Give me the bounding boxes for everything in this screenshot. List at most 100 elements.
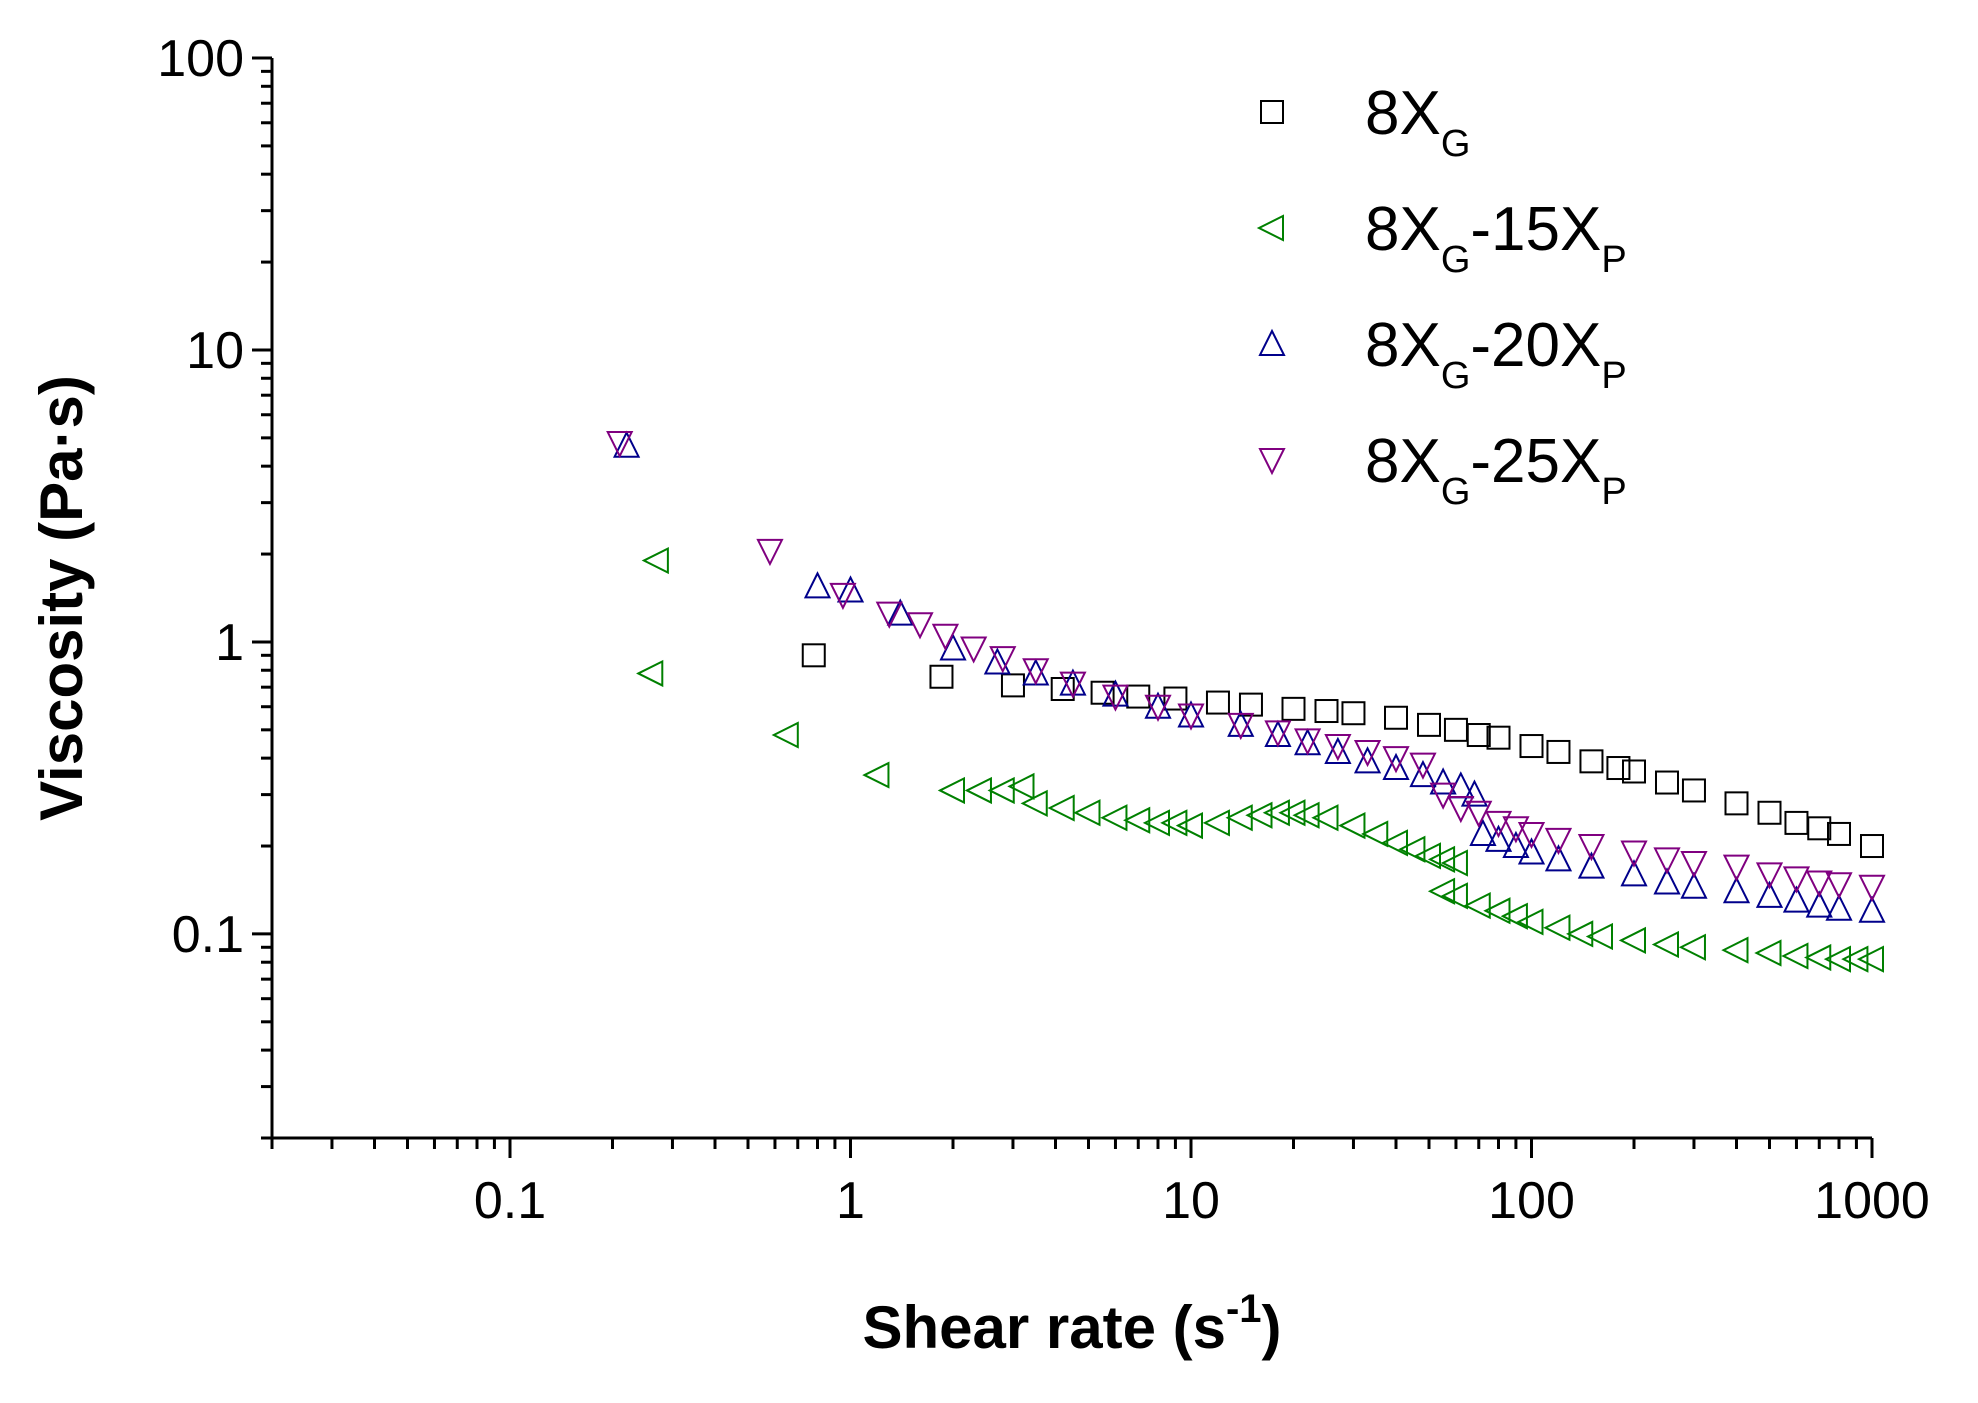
data-point — [1225, 804, 1253, 832]
data-point — [1443, 717, 1468, 742]
data-point — [1382, 746, 1410, 774]
data-point — [1653, 867, 1681, 895]
data-point — [1620, 859, 1648, 887]
data-point — [1577, 834, 1606, 862]
data-point — [1653, 847, 1681, 875]
x-tick-label: 100 — [1488, 1172, 1575, 1230]
legend-item: 8XG — [1260, 79, 1470, 165]
data-point — [1007, 772, 1035, 801]
data-point — [1090, 680, 1115, 705]
data-point — [1059, 671, 1087, 699]
data-point — [1579, 749, 1604, 774]
data-point — [1175, 811, 1203, 840]
data-point — [1314, 699, 1339, 724]
data-point — [1020, 789, 1048, 817]
data-point — [1469, 818, 1497, 846]
legend-label: 8XG-15XP — [1365, 195, 1627, 281]
data-points — [606, 430, 1886, 973]
data-point — [1466, 723, 1491, 748]
legend-label: 8XG-20XP — [1365, 311, 1627, 397]
x-axis-title-sup: -1 — [1226, 1287, 1262, 1331]
data-point — [964, 776, 992, 805]
data-point — [1413, 842, 1441, 870]
data-point — [1825, 893, 1853, 921]
data-point — [1516, 908, 1544, 936]
data-point — [1123, 806, 1151, 834]
data-point — [1807, 816, 1832, 841]
data-point — [1724, 791, 1749, 816]
data-point — [1483, 897, 1511, 925]
data-point — [1757, 800, 1782, 825]
data-point — [1177, 700, 1205, 728]
data-point — [1205, 690, 1230, 715]
legend-item: 8XG-20XP — [1258, 311, 1627, 397]
data-point — [1722, 854, 1751, 882]
data-point — [1606, 756, 1631, 781]
x-tick-label: 0.1 — [474, 1172, 546, 1230]
series-8xg-25xp — [606, 431, 1886, 903]
data-point — [1805, 890, 1833, 918]
data-point — [1160, 809, 1188, 837]
data-point — [1353, 739, 1382, 768]
data-point — [1841, 945, 1869, 973]
data-point — [1427, 845, 1456, 874]
data-point — [1622, 759, 1647, 784]
data-point — [1398, 835, 1426, 863]
data-point — [1500, 902, 1528, 930]
data-point — [1361, 820, 1389, 848]
data-point — [1324, 736, 1352, 764]
data-point — [606, 431, 634, 459]
data-point — [1781, 942, 1809, 970]
data-point — [1680, 850, 1708, 879]
data-point — [771, 721, 799, 749]
data-point — [1856, 945, 1884, 973]
data-point — [1543, 914, 1571, 942]
data-point — [1722, 876, 1751, 904]
data-point — [1858, 874, 1886, 903]
x-axis-title: Shear rate (s-1) — [862, 1287, 1281, 1361]
data-point — [1484, 810, 1513, 839]
data-point — [1142, 809, 1171, 837]
x-axis-title-main: Shear rate (s — [862, 1294, 1226, 1361]
data-point — [1202, 809, 1230, 837]
data-point — [1858, 895, 1886, 923]
data-point — [875, 601, 903, 629]
data-point — [1073, 799, 1101, 827]
data-point — [1618, 926, 1647, 955]
legend-item: 8XG-15XP — [1256, 195, 1627, 281]
legend-marker — [1258, 448, 1286, 476]
data-point — [1416, 712, 1441, 737]
data-point — [1544, 827, 1573, 856]
data-point — [1238, 692, 1263, 717]
legend-label: 8XG — [1365, 79, 1470, 165]
data-point — [1680, 871, 1708, 899]
data-point — [1022, 658, 1050, 686]
data-point — [1440, 849, 1468, 877]
legend-marker — [1260, 100, 1284, 124]
data-point — [1440, 882, 1468, 910]
data-point — [1755, 880, 1784, 908]
data-point — [1264, 719, 1292, 748]
data-point — [1465, 800, 1493, 828]
data-point — [1546, 739, 1571, 764]
data-point — [1144, 694, 1172, 722]
data-point — [931, 623, 960, 651]
data-point — [929, 664, 954, 689]
x-tick-label: 10 — [1162, 1172, 1220, 1230]
data-point — [836, 575, 865, 603]
data-point — [1000, 673, 1025, 698]
legend-marker — [1256, 214, 1284, 242]
y-tick-label: 10 — [186, 322, 244, 380]
x-axis-title-close: ) — [1262, 1294, 1282, 1361]
data-point — [1101, 684, 1130, 712]
data-point — [937, 776, 966, 805]
data-point — [1654, 770, 1679, 795]
series-8xg-15xp — [636, 546, 1884, 973]
data-point — [1827, 821, 1852, 846]
data-point — [1544, 844, 1573, 872]
legend-marker — [1258, 328, 1286, 356]
axis-tick-labels: 0.1 1 10 100 1000 0.1 1 10 100 — [157, 30, 1930, 1230]
data-point — [1292, 801, 1320, 829]
data-point — [1782, 885, 1811, 913]
data-point — [1620, 840, 1648, 868]
